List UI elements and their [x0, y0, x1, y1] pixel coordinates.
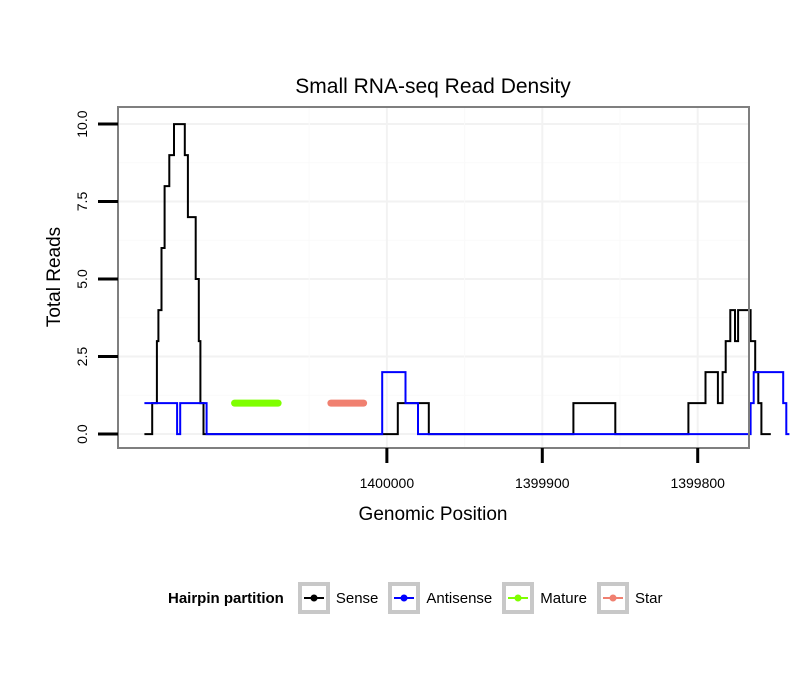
y-tick-label: 7.5 [74, 192, 90, 212]
legend-key-mature [502, 582, 535, 614]
chart-title: Small RNA-seq Read Density [295, 75, 571, 98]
y-axis: 0.0 2.5 5.0 7.5 10.0 [74, 110, 118, 444]
series-antisense-line [144, 371, 790, 436]
legend-key-sense [297, 582, 330, 614]
series-sense-line [144, 123, 771, 436]
legend-item-star: Star [596, 582, 665, 614]
legend-key-antisense [388, 582, 421, 614]
x-tick-label: 1399900 [515, 475, 570, 491]
y-axis-title: Total Reads [44, 227, 65, 327]
x-tick-label: 1400000 [360, 475, 415, 491]
x-axis: 1400000 1399900 1399800 [360, 448, 725, 491]
y-tick-label: 10.0 [74, 110, 90, 137]
plot-panel-border [117, 106, 750, 449]
y-tick-label: 2.5 [74, 347, 90, 367]
legend: Hairpin partition Sense Antisense Mature… [168, 578, 672, 618]
legend-label-star: Star [634, 589, 663, 607]
legend-item-antisense: Antisense [388, 582, 494, 614]
x-tick-label: 1399800 [670, 475, 725, 491]
legend-item-sense: Sense [297, 582, 381, 614]
series-layer [144, 123, 790, 436]
legend-label-mature: Mature [540, 589, 587, 607]
y-tick-label: 5.0 [74, 269, 90, 289]
legend-item-mature: Mature [502, 582, 589, 614]
grid [118, 107, 749, 448]
x-axis-title: Genomic Position [359, 504, 508, 525]
legend-title: Hairpin partition [168, 589, 284, 607]
legend-key-star [596, 582, 629, 614]
y-tick-label: 0.0 [74, 424, 90, 444]
legend-label-sense: Sense [335, 589, 379, 607]
legend-label-antisense: Antisense [426, 589, 493, 607]
